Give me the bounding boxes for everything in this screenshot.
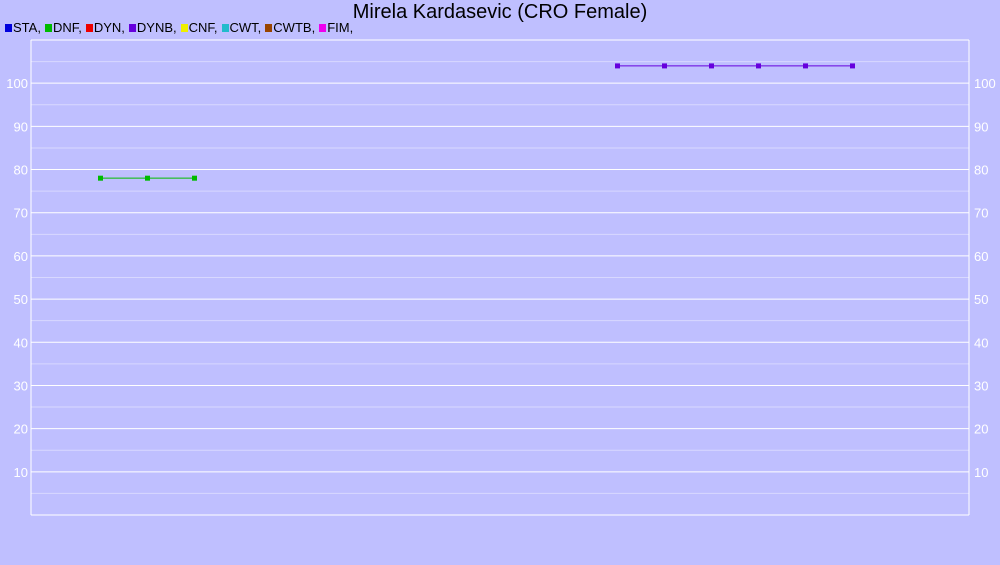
legend: STA, DNF, DYN, DYNB, CNF, CWT, CWTB, FIM, [5, 20, 357, 35]
y-tick-left-100: 100 [6, 76, 28, 91]
y-tick-right-70: 70 [974, 206, 988, 221]
legend-label-2: DYN, [93, 20, 125, 35]
label-layer: 10 10 20 20 30 30 40 40 50 50 60 60 70 70 80 80 90 90 100 1… [6, 76, 995, 480]
y-tick-left-20: 20 [14, 422, 28, 437]
y-tick-left-30: 30 [14, 378, 28, 393]
point-dnf-2 [192, 175, 197, 181]
y-tick-right-100: 100 [974, 76, 996, 91]
legend-item-2: DYN, [85, 20, 125, 35]
legend-label-3: DYNB, [136, 20, 177, 35]
point-dynb-1 [662, 63, 667, 69]
point-dnf-0 [98, 175, 103, 181]
y-tick-right-30: 30 [974, 378, 988, 393]
y-tick-left-10: 10 [14, 465, 28, 480]
y-tick-left-60: 60 [14, 249, 28, 264]
point-dynb-4 [803, 63, 808, 69]
chart-title: Mirela Kardasevic (CRO Female) [352, 1, 648, 23]
y-tick-right-10: 10 [974, 465, 988, 480]
legend-item-0: STA, [5, 20, 41, 35]
point-dynb-2 [709, 63, 714, 69]
legend-swatch-1 [44, 24, 52, 32]
y-tick-right-60: 60 [974, 249, 988, 264]
point-dynb-3 [756, 63, 761, 69]
legend-swatch-2 [85, 24, 93, 32]
legend-item-1: DNF, [44, 20, 82, 35]
legend-swatch-4 [180, 24, 188, 32]
legend-swatch-0 [5, 24, 12, 32]
legend-label-5: CWT, [229, 20, 262, 35]
y-tick-right-50: 50 [974, 292, 988, 307]
legend-item-7: FIM, [319, 20, 353, 35]
legend-swatch-6 [265, 24, 273, 32]
legend-swatch-3 [128, 24, 136, 32]
legend-item-6: CWTB, [265, 20, 315, 35]
y-tick-left-70: 70 [14, 206, 28, 221]
point-dynb-0 [615, 63, 620, 69]
legend-item-5: CWT, [221, 20, 262, 35]
y-tick-left-40: 40 [14, 335, 28, 350]
y-tick-left-80: 80 [14, 163, 28, 178]
legend-swatch-7 [319, 24, 327, 32]
legend-item-4: CNF, [180, 20, 218, 35]
legend-item-3: DYNB, [128, 20, 177, 35]
legend-label-6: CWTB, [273, 20, 316, 35]
legend-label-4: CNF, [188, 20, 218, 35]
y-tick-right-20: 20 [974, 422, 988, 437]
y-tick-right-40: 40 [974, 335, 988, 350]
y-tick-left-90: 90 [14, 119, 28, 134]
y-tick-right-80: 80 [974, 163, 988, 178]
legend-label-7: FIM, [327, 20, 354, 35]
legend-swatch-5 [221, 24, 229, 32]
y-tick-right-90: 90 [974, 119, 988, 134]
point-dnf-1 [145, 175, 150, 181]
series-layer [98, 63, 855, 181]
grid-layer [30, 39, 970, 516]
legend-label-0: STA, [13, 20, 41, 35]
legend-label-1: DNF, [52, 20, 82, 35]
y-tick-left-50: 50 [14, 292, 28, 307]
point-dynb-5 [850, 63, 855, 69]
